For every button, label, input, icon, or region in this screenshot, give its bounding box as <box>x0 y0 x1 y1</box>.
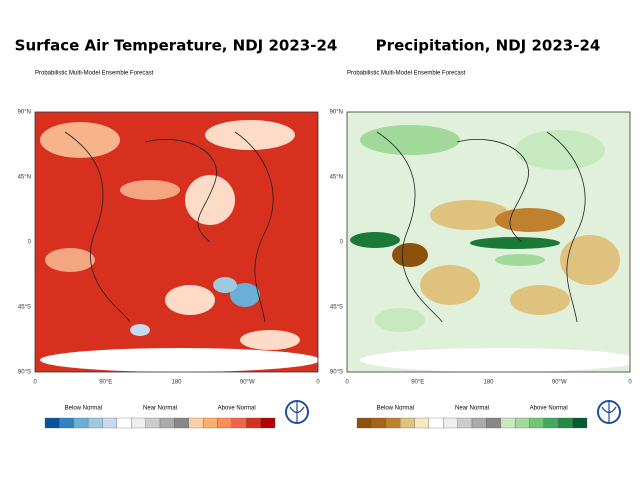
map-patch <box>120 180 180 200</box>
colorbar-swatch <box>246 417 261 429</box>
map-patch <box>40 348 320 372</box>
legend-heading: Above Normal <box>530 406 568 412</box>
colorbar-swatch <box>385 417 401 429</box>
colorbar-swatch <box>443 417 458 429</box>
map-patch <box>560 235 620 285</box>
colorbar-swatch <box>500 417 516 429</box>
map-patch <box>40 122 120 158</box>
lat-label: 45°N <box>18 175 31 181</box>
lat-label: 0 <box>340 240 344 246</box>
legend-heading: Above Normal <box>218 406 256 412</box>
colorbar-swatch <box>231 417 247 429</box>
wmo-logo-mark <box>289 402 305 422</box>
lat-label: 45°S <box>18 305 31 311</box>
legend-heading: Below Normal <box>377 406 414 412</box>
map-patch <box>495 208 565 232</box>
colorbar-swatch <box>145 417 161 429</box>
colorbar-swatch <box>131 417 146 429</box>
map-patch <box>430 200 510 230</box>
map-patch <box>420 265 480 305</box>
legend-heading: Near Normal <box>455 406 489 412</box>
colorbar-swatch <box>428 417 444 429</box>
colorbar-swatch <box>188 417 204 429</box>
lat-label: 90°S <box>18 370 31 376</box>
map-patch <box>230 283 260 307</box>
colorbar-swatch <box>414 417 430 429</box>
lon-label: 90°W <box>552 380 567 386</box>
map-patch <box>360 125 460 155</box>
coastline <box>64 131 274 323</box>
map <box>34 111 320 373</box>
legend-heading: Near Normal <box>143 406 177 412</box>
lat-label: 90°N <box>330 110 343 116</box>
wmo-logo-mark <box>601 402 617 422</box>
lat-label: 45°N <box>330 175 343 181</box>
colorbar-swatch <box>572 417 588 429</box>
colorbar-swatch <box>116 417 132 429</box>
lat-label: 90°S <box>330 370 343 376</box>
map-patch <box>392 243 428 267</box>
lon-label: 90°W <box>240 380 255 386</box>
map-patch <box>350 232 400 248</box>
lon-label: 90°E <box>99 380 112 386</box>
map-patch <box>45 248 95 272</box>
map-patch <box>495 254 545 266</box>
map-patch <box>185 175 235 225</box>
lon-label: 0 <box>316 380 320 386</box>
panel-subtitle: Probabilistic Multi-Model Ensemble Forec… <box>347 71 466 77</box>
map-patch <box>375 308 425 332</box>
map-patch <box>240 330 300 350</box>
lon-label: 180 <box>483 380 494 386</box>
map-frame <box>34 111 319 373</box>
map-patch <box>515 130 605 170</box>
colorbar-swatch <box>159 417 175 429</box>
lat-label: 0 <box>28 240 32 246</box>
colorbar-swatch <box>486 417 501 429</box>
colorbar-swatch <box>44 417 60 429</box>
legend-heading: Below Normal <box>65 406 102 412</box>
map-patch <box>360 348 640 372</box>
wmo-logo <box>597 400 621 424</box>
colorbar-swatch <box>260 417 276 429</box>
map-patch <box>470 237 560 249</box>
panel-subtitle: Probabilistic Multi-Model Ensemble Forec… <box>35 71 154 77</box>
colorbar-swatch <box>371 417 386 429</box>
lon-label: 0 <box>345 380 349 386</box>
colorbar-swatch <box>543 417 559 429</box>
colorbar-swatch <box>102 417 118 429</box>
map <box>346 111 640 373</box>
wmo-logo <box>285 400 309 424</box>
colorbar-swatch <box>529 417 545 429</box>
lon-label: 180 <box>171 380 182 386</box>
map-patch <box>213 277 237 293</box>
colorbar-swatch <box>399 417 415 429</box>
colorbar-swatch <box>87 417 103 429</box>
lat-label: 45°S <box>330 305 343 311</box>
map-frame <box>346 111 631 373</box>
colorbar-swatch <box>59 417 74 429</box>
lat-label: 90°N <box>18 110 31 116</box>
colorbar-swatch <box>73 417 89 429</box>
lon-label: 0 <box>33 380 37 386</box>
colorbar-swatch <box>217 417 233 429</box>
map-patch <box>130 324 150 336</box>
colorbar-swatch <box>457 417 473 429</box>
lon-label: 0 <box>628 380 632 386</box>
map-patch <box>165 285 215 315</box>
colorbar-swatch <box>558 417 573 429</box>
colorbar-swatch <box>174 417 189 429</box>
colorbar-swatch <box>514 417 530 429</box>
panel-title: Precipitation, NDJ 2023-24 <box>376 37 601 55</box>
colorbar-swatch <box>202 417 218 429</box>
coastline <box>376 131 586 323</box>
lon-label: 90°E <box>411 380 424 386</box>
colorbar-swatch <box>356 417 372 429</box>
map-patch <box>510 285 570 315</box>
colorbar-swatch <box>471 417 487 429</box>
map-patch <box>205 120 295 150</box>
panel-title: Surface Air Temperature, NDJ 2023-24 <box>15 37 338 55</box>
